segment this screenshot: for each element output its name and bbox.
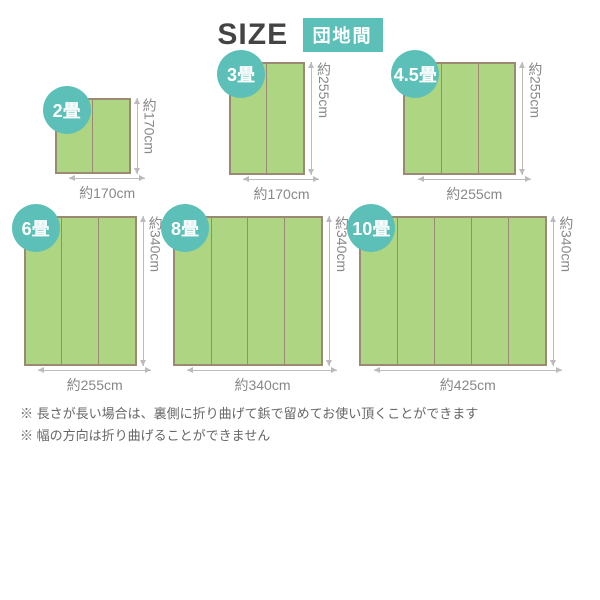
height-dim bbox=[137, 98, 138, 174]
item-3jo: 3畳 約255cm 約170cm bbox=[229, 62, 334, 204]
width-label: 約170cm bbox=[79, 183, 135, 203]
dim-arrow bbox=[374, 370, 562, 371]
mat-panel bbox=[442, 64, 479, 173]
height-label: 約340cm bbox=[556, 216, 576, 272]
mat-panel bbox=[93, 100, 129, 172]
badge: 4.5畳 bbox=[391, 50, 439, 98]
dim-arrow bbox=[418, 179, 531, 180]
mat-panel bbox=[509, 218, 545, 364]
height-dim bbox=[522, 62, 523, 175]
item-8jo: 8畳 約340cm 約340cm bbox=[173, 216, 352, 395]
height-label: 約255cm bbox=[525, 62, 545, 118]
mat-panel bbox=[398, 218, 435, 364]
width-label: 約255cm bbox=[446, 184, 502, 204]
height-label: 約170cm bbox=[140, 98, 160, 154]
width-dim bbox=[374, 370, 562, 371]
item-2jo: 2畳 約170cm 約170cm bbox=[55, 98, 160, 203]
dim-arrow bbox=[38, 370, 151, 371]
notes: ※ 長さが長い場合は、裏側に折り曲げて鋲で留めてお使い頂くことができます ※ 幅… bbox=[20, 403, 580, 447]
badge: 10畳 bbox=[347, 204, 395, 252]
note-line: ※ 長さが長い場合は、裏側に折り曲げて鋲で留めてお使い頂くことができます bbox=[20, 403, 580, 425]
dim-arrow bbox=[311, 62, 312, 175]
dim-arrow bbox=[143, 216, 144, 366]
mat-panel bbox=[248, 218, 285, 364]
dim-arrow bbox=[553, 216, 554, 366]
width-dim bbox=[243, 179, 319, 180]
height-dim bbox=[553, 216, 554, 366]
item-4-5jo: 4.5畳 約255cm 約255cm bbox=[403, 62, 545, 204]
mat-panel bbox=[479, 64, 515, 173]
note-line: ※ 幅の方向は折り曲げることができません bbox=[20, 425, 580, 447]
height-label: 約255cm bbox=[314, 62, 334, 118]
badge: 2畳 bbox=[43, 86, 91, 134]
mat-panel bbox=[267, 64, 303, 173]
row-2: 6畳 約340cm 約255cm 8畳 bbox=[20, 216, 580, 395]
width-label: 約425cm bbox=[440, 375, 496, 395]
dim-arrow bbox=[187, 370, 337, 371]
title-block: SIZE 団地間 bbox=[20, 18, 580, 52]
mat-panel bbox=[99, 218, 135, 364]
width-label: 約255cm bbox=[67, 375, 123, 395]
mat-panel bbox=[285, 218, 321, 364]
width-dim bbox=[418, 179, 531, 180]
row-1: 2畳 約170cm 約170cm 3畳 bbox=[20, 62, 580, 204]
width-dim bbox=[187, 370, 337, 371]
badge: 3畳 bbox=[217, 50, 265, 98]
height-dim bbox=[329, 216, 330, 366]
title-size: SIZE bbox=[217, 18, 288, 52]
width-dim bbox=[69, 178, 145, 179]
dim-arrow bbox=[329, 216, 330, 366]
mat-panel bbox=[212, 218, 249, 364]
height-dim bbox=[311, 62, 312, 175]
mat-panel bbox=[62, 218, 99, 364]
title-tag: 団地間 bbox=[303, 18, 383, 52]
dim-arrow bbox=[243, 179, 319, 180]
badge: 8畳 bbox=[161, 204, 209, 252]
dim-arrow bbox=[522, 62, 523, 175]
dim-arrow bbox=[69, 178, 145, 179]
width-label: 約170cm bbox=[253, 184, 309, 204]
dim-arrow bbox=[137, 98, 138, 174]
height-dim bbox=[143, 216, 144, 366]
item-6jo: 6畳 約340cm 約255cm bbox=[24, 216, 166, 395]
width-label: 約340cm bbox=[234, 375, 290, 395]
badge: 6畳 bbox=[12, 204, 60, 252]
item-10jo: 10畳 約340cm 約425cm bbox=[359, 216, 576, 395]
mat-panel bbox=[472, 218, 509, 364]
width-dim bbox=[38, 370, 151, 371]
mat-panel bbox=[435, 218, 472, 364]
page: SIZE 団地間 2畳 約170cm 約170cm 3畳 bbox=[0, 0, 600, 600]
